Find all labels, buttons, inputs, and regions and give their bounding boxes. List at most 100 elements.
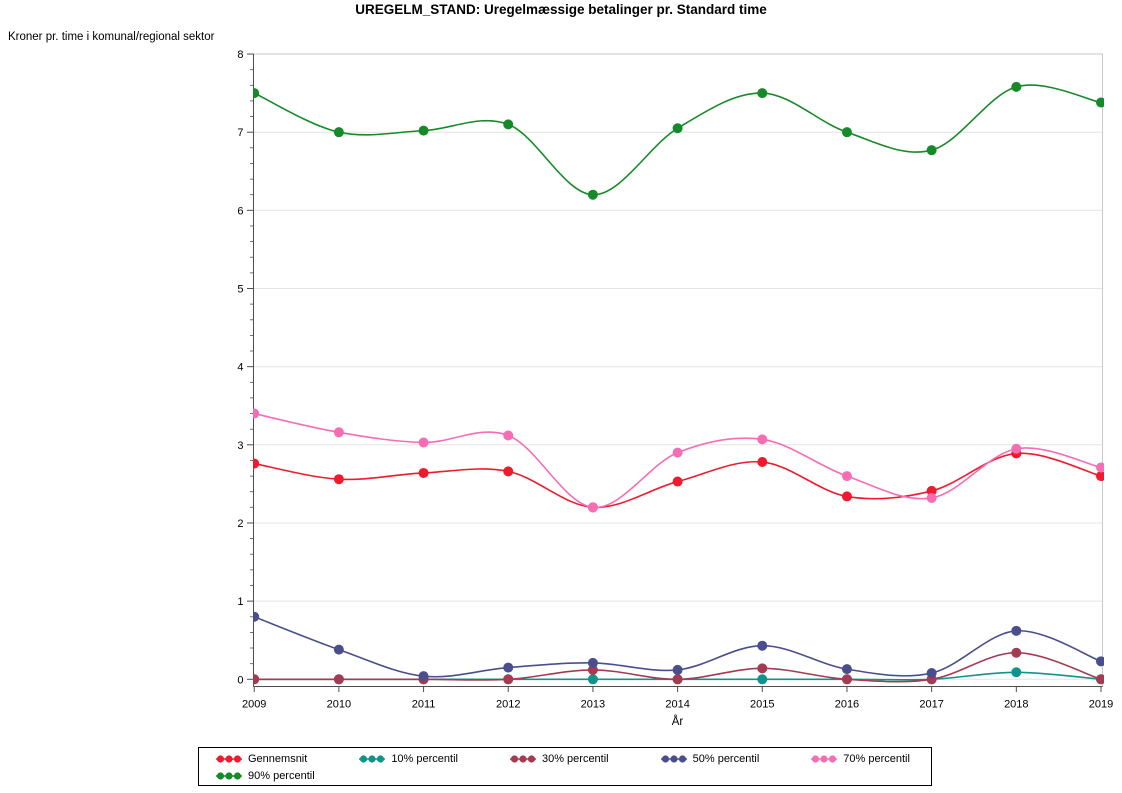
data-point-70-percentil	[841, 471, 852, 482]
data-point-70-percentil	[333, 427, 344, 438]
data-point-70-percentil	[587, 502, 598, 513]
x-axis-ticks: 2009 2010 2011 2012 2013 2014 2015 2016 2017 2018…	[242, 686, 1113, 711]
y-axis-ticks: 0 1 2 3 4 5 6 7 8	[237, 49, 254, 686]
series-group	[253, 81, 1104, 685]
data-point-50-percentil	[587, 657, 598, 668]
y-tick-label: 7	[237, 127, 243, 139]
data-point-90-percentil	[1011, 81, 1022, 92]
legend-series-marker-icon	[216, 771, 242, 781]
data-point-30-percentil	[1011, 647, 1022, 658]
data-point-gennemsnit	[1096, 471, 1104, 482]
data-point-gennemsnit	[841, 491, 852, 502]
data-point-gennemsnit	[926, 485, 937, 496]
series-30-percentil	[253, 647, 1104, 685]
series-gennemsnit	[253, 448, 1104, 513]
data-point-50-percentil	[333, 644, 344, 655]
data-point-70-percentil	[253, 408, 260, 419]
x-tick-label: 2013	[581, 699, 605, 711]
data-point-30-percentil	[672, 674, 683, 685]
data-point-gennemsnit	[253, 458, 260, 469]
series-70-percentil	[253, 408, 1104, 513]
data-point-70-percentil	[503, 430, 514, 441]
legend-item-label: 10% percentil	[391, 752, 458, 765]
legend-item-gennemsnit: Gennemsnit	[216, 753, 307, 765]
x-tick-label: 2019	[1089, 699, 1113, 711]
legend-item-90-percentil: 90% percentil	[216, 770, 315, 782]
legend-row: Gennemsnit 10% percentil 30% percentil 50% …	[216, 750, 931, 767]
data-point-10-percentil	[587, 674, 598, 685]
data-point-gennemsnit	[757, 457, 768, 468]
x-tick-label: 2012	[496, 699, 520, 711]
data-point-90-percentil	[672, 123, 683, 134]
data-point-90-percentil	[418, 125, 429, 136]
data-point-30-percentil	[253, 674, 260, 685]
data-point-90-percentil	[503, 119, 514, 130]
data-point-gennemsnit	[672, 476, 683, 487]
data-point-30-percentil	[333, 674, 344, 685]
legend-item-label: 50% percentil	[692, 752, 760, 765]
legend-row: 90% percentil	[216, 767, 931, 784]
x-axis-title: År	[671, 716, 684, 728]
data-point-90-percentil	[841, 127, 852, 138]
data-point-30-percentil	[841, 674, 852, 685]
y-tick-label: 0	[237, 674, 243, 686]
data-point-10-percentil	[757, 674, 768, 685]
y-tick-label: 4	[237, 362, 243, 374]
data-point-10-percentil	[1011, 667, 1022, 678]
data-point-90-percentil	[926, 145, 937, 156]
x-tick-label: 2010	[327, 699, 351, 711]
x-tick-label: 2014	[665, 699, 689, 711]
legend-item-label: 30% percentil	[541, 752, 609, 765]
data-point-30-percentil	[757, 663, 768, 674]
legend-box: Gennemsnit 10% percentil 30% percentil 50% …	[198, 747, 932, 786]
y-tick-label: 8	[237, 49, 243, 61]
data-point-50-percentil	[418, 671, 429, 682]
series-50-percentil	[253, 611, 1104, 682]
gridlines	[253, 53, 1103, 680]
y-tick-label: 1	[237, 596, 243, 608]
data-point-50-percentil	[1011, 625, 1022, 636]
data-point-90-percentil	[253, 88, 260, 99]
data-point-50-percentil	[1096, 656, 1104, 667]
series-90-percentil	[253, 81, 1104, 200]
x-tick-label: 2009	[242, 699, 266, 711]
data-point-50-percentil	[672, 664, 683, 675]
data-point-50-percentil	[253, 611, 260, 622]
legend-series-marker-icon	[660, 754, 687, 764]
legend-series-marker-icon	[811, 754, 838, 764]
data-point-70-percentil	[757, 434, 768, 445]
data-point-70-percentil	[1011, 443, 1022, 454]
data-point-50-percentil	[926, 668, 937, 679]
legend-item-70-percentil: 70% percentil	[811, 753, 910, 765]
data-point-50-percentil	[757, 640, 768, 651]
data-point-70-percentil	[418, 437, 429, 448]
data-point-70-percentil	[926, 492, 937, 503]
y-tick-label: 6	[237, 205, 243, 217]
x-tick-label: 2011	[412, 699, 436, 711]
legend-item-label: 70% percentil	[843, 752, 910, 765]
x-tick-label: 2015	[750, 699, 774, 711]
x-tick-label: 2017	[919, 699, 943, 711]
y-tick-label: 3	[237, 440, 243, 452]
y-axis-title: Kroner pr. time i komunal/regional sekto…	[8, 31, 215, 43]
legend-series-marker-icon	[509, 754, 536, 764]
legend-item-30-percentil: 30% percentil	[509, 752, 609, 765]
x-tick-label: 2018	[1004, 699, 1028, 711]
legend-item-10-percentil: 10% percentil	[359, 753, 458, 765]
axes	[253, 53, 1103, 687]
plot-area: 0 1 2 3 4 5 6 7 8 2009 2010 2011 2012 2013 2014 2015 201…	[237, 49, 1113, 711]
data-point-70-percentil	[672, 447, 683, 458]
x-tick-label: 2016	[835, 699, 859, 711]
data-point-90-percentil	[333, 127, 344, 138]
data-point-50-percentil	[841, 664, 852, 675]
chart-title: UREGELM_STAND: Uregelmæssige betalinger …	[355, 2, 767, 17]
data-point-30-percentil	[1096, 674, 1104, 685]
legend-series-marker-icon	[359, 754, 386, 764]
legend-item-50-percentil: 50% percentil	[660, 752, 760, 765]
y-tick-label: 5	[237, 284, 243, 296]
data-point-30-percentil	[503, 674, 514, 685]
data-point-90-percentil	[757, 88, 768, 99]
y-tick-label: 2	[237, 518, 243, 530]
data-point-gennemsnit	[503, 466, 514, 477]
